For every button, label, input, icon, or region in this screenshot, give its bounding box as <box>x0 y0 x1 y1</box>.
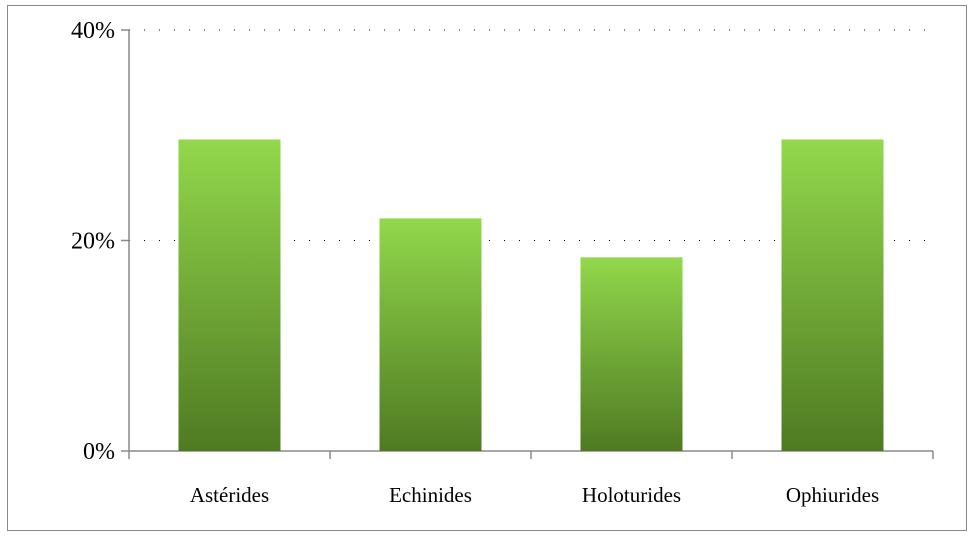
x-category-label: Astérides <box>190 483 269 507</box>
bar <box>178 139 281 451</box>
x-category-label: Ophiurides <box>786 483 879 507</box>
x-category-label: Holoturides <box>582 483 681 507</box>
y-tick-label: 40% <box>71 18 115 44</box>
y-tick-label: 20% <box>71 229 115 255</box>
bar <box>580 257 683 451</box>
bars <box>178 139 884 451</box>
bar <box>781 139 884 451</box>
bar-chart: 0% 20% 40% Astérides Echinides Holoturides Oph… <box>71 18 934 507</box>
x-category-label: Echinides <box>389 483 472 507</box>
bar <box>379 218 482 451</box>
labels: 0% 20% 40% Astérides Echinides Holoturides Oph… <box>71 18 879 507</box>
y-tick-label: 0% <box>83 439 115 465</box>
chart-frame: 0% 20% 40% Astérides Echinides Holoturides Oph… <box>7 5 967 531</box>
